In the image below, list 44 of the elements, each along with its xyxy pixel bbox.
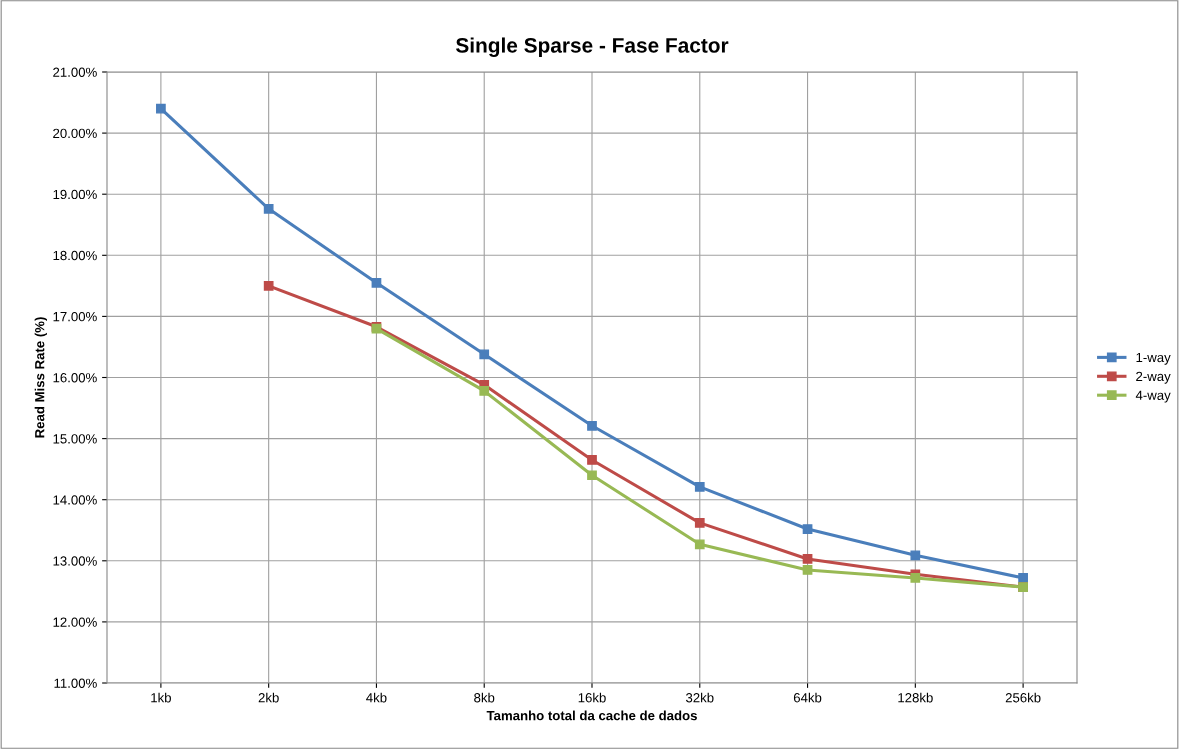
legend-label: 1-way: [1136, 352, 1171, 365]
x-tick-label: 128kb: [898, 692, 933, 703]
point: [587, 455, 597, 465]
point: [587, 420, 597, 431]
x-tick-label: 1kb: [151, 692, 171, 703]
legend-label: 2-way: [1136, 371, 1171, 384]
point: [156, 103, 166, 114]
y-tick-label: 20.00%: [53, 128, 97, 139]
point: [371, 277, 382, 288]
point: [1018, 573, 1028, 583]
point: [802, 554, 813, 564]
x-tick-label: 2kb: [258, 692, 279, 703]
y-tick-label: 12.00%: [53, 617, 97, 627]
point: [694, 482, 705, 492]
point: [694, 539, 705, 550]
x-tick-label: 8kb: [474, 692, 495, 703]
point: [694, 518, 705, 528]
point: [910, 550, 921, 561]
x-tick-label: 64kb: [793, 692, 822, 703]
y-tick-label: 15.00%: [53, 434, 97, 444]
y-tick-label: 17.00%: [53, 311, 97, 322]
point: [910, 573, 921, 583]
point: [587, 470, 597, 481]
x-axis-title: Tamanho total da cache de dados: [486, 710, 697, 721]
y-tick-label: 11.00%: [54, 678, 97, 688]
legend-label: 4-way: [1135, 390, 1171, 403]
chart-title: Single Sparse - Fase Factor: [455, 37, 729, 57]
x-tick-label: 16kb: [578, 692, 606, 703]
x-tick-label: 32kb: [685, 692, 714, 703]
x-tick-label: 4kb: [366, 692, 387, 703]
y-tick-label: 21.00%: [53, 67, 97, 77]
point: [802, 524, 813, 534]
point: [479, 349, 490, 360]
y-tick-label: 16.00%: [53, 373, 97, 383]
point: [479, 386, 490, 396]
y-tick-label: 13.00%: [53, 556, 97, 566]
point: [802, 565, 813, 575]
y-tick-label: 19.00%: [53, 189, 97, 200]
point: [263, 204, 274, 214]
point: [263, 280, 274, 291]
x-tick-label: 256kb: [1005, 692, 1041, 703]
y-tick-label: 14.00%: [53, 495, 97, 505]
y-tick-label: 18.00%: [53, 250, 97, 261]
y-axis-title: Read Miss Rate (%): [34, 317, 47, 438]
